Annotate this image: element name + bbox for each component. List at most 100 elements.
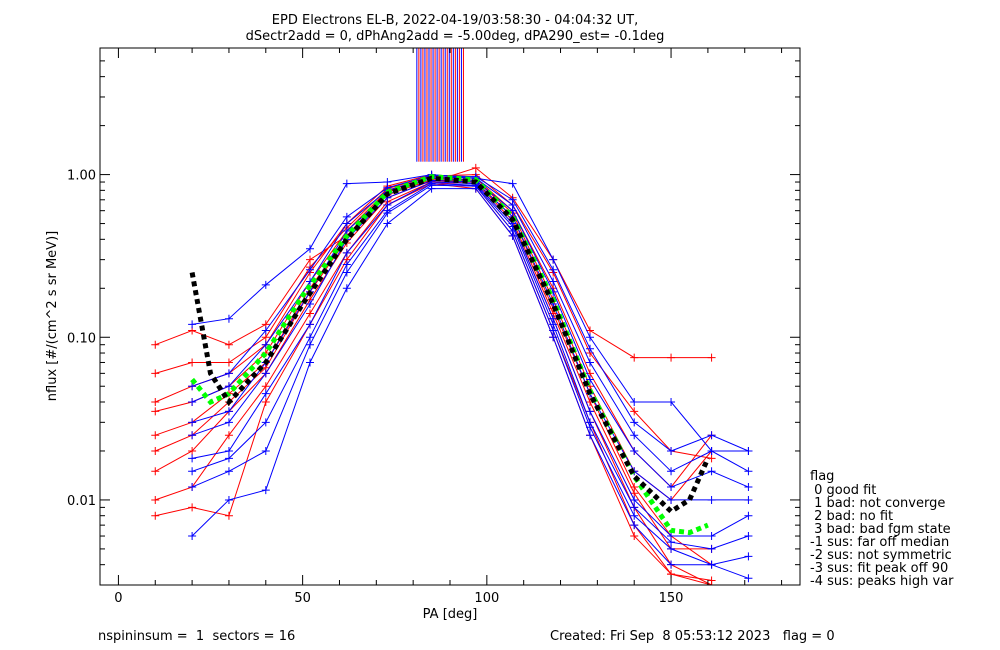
data-point xyxy=(342,268,351,277)
data-point xyxy=(261,382,270,391)
data-point xyxy=(707,495,716,504)
data-point xyxy=(630,521,639,530)
fit-curve-green xyxy=(190,174,709,536)
data-point xyxy=(224,314,233,323)
footer-created: Created: Fri Sep 8 05:53:12 2023 flag = … xyxy=(550,629,835,644)
data-point xyxy=(188,397,197,406)
data-point xyxy=(707,467,716,476)
series-line xyxy=(155,177,712,566)
data-point xyxy=(306,244,314,253)
data-point xyxy=(224,382,233,391)
flag-legend: flag 0 good fit 1 bad: not converge 2 ba… xyxy=(810,469,954,589)
x-tick-label: 150 xyxy=(659,591,684,606)
data-point xyxy=(630,503,639,512)
data-point xyxy=(667,353,676,362)
data-point xyxy=(261,446,270,455)
data-point xyxy=(630,446,639,455)
data-point xyxy=(508,179,517,188)
data-point xyxy=(224,495,233,504)
data-point xyxy=(549,333,558,342)
data-point xyxy=(151,397,160,406)
data-point xyxy=(744,552,753,561)
data-point xyxy=(151,495,160,504)
legend-title: flag xyxy=(810,469,834,484)
data-point xyxy=(306,358,314,367)
series-line xyxy=(155,167,712,359)
data-point xyxy=(188,418,197,427)
data-point xyxy=(667,495,676,504)
pa-spike-lines xyxy=(416,48,464,162)
data-point xyxy=(261,333,270,342)
legend-item: -4 sus: peaks high var xyxy=(810,574,954,589)
data-point xyxy=(508,231,517,240)
legend-item: -2 sus: not symmetric xyxy=(810,548,952,563)
x-axis-label: PA [deg] xyxy=(423,607,478,622)
data-point xyxy=(188,358,197,367)
data-point xyxy=(261,369,270,378)
y-tick-label: 1.00 xyxy=(67,169,96,184)
data-point xyxy=(707,454,716,463)
chart-title: EPD Electrons EL-B, 2022-04-19/03:58:30 … xyxy=(272,13,638,28)
data-point xyxy=(306,320,314,329)
series-line xyxy=(191,188,749,579)
data-point xyxy=(342,179,351,188)
data-point xyxy=(549,255,558,264)
data-point xyxy=(667,446,676,455)
chart-subtitle: dSectr2add = 0, dPhAng2add = -5.00deg, d… xyxy=(246,29,665,44)
data-point xyxy=(151,511,160,520)
data-point xyxy=(744,467,753,476)
data-point xyxy=(188,454,197,463)
legend-item: 1 bad: not converge xyxy=(810,496,945,511)
data-point xyxy=(427,179,436,188)
data-point xyxy=(342,212,351,221)
data-point xyxy=(744,495,753,504)
data-point xyxy=(224,358,233,367)
data-point xyxy=(383,219,392,228)
data-point xyxy=(707,544,716,553)
data-point xyxy=(224,467,233,476)
data-point xyxy=(667,544,676,553)
legend-item: -1 sus: far off median xyxy=(810,535,949,550)
data-point xyxy=(188,503,197,512)
data-point xyxy=(306,340,314,349)
data-point xyxy=(471,163,480,172)
legend-item: 2 bad: no fit xyxy=(810,509,893,524)
data-point xyxy=(188,467,197,476)
data-point xyxy=(744,446,753,455)
data-point xyxy=(306,309,314,318)
series-line xyxy=(155,183,712,585)
data-point xyxy=(224,431,233,440)
data-point xyxy=(261,397,270,406)
data-point xyxy=(630,532,639,541)
data-point xyxy=(224,511,233,520)
data-point xyxy=(188,320,197,329)
fit-curve-black xyxy=(189,175,711,515)
data-point xyxy=(261,486,270,495)
data-point xyxy=(667,483,676,492)
data-point xyxy=(508,195,517,204)
data-point xyxy=(261,418,270,427)
data-point xyxy=(151,369,160,378)
data-point xyxy=(630,431,639,440)
data-point xyxy=(630,489,639,498)
data-point xyxy=(707,532,716,541)
data-point xyxy=(188,382,197,391)
data-point xyxy=(667,397,676,406)
data-point xyxy=(744,574,753,583)
data-point xyxy=(744,532,753,541)
data-point xyxy=(586,375,594,384)
series-line xyxy=(191,174,749,452)
x-tick-label: 50 xyxy=(294,591,311,606)
data-point xyxy=(707,581,716,585)
series-line xyxy=(155,176,712,501)
data-point xyxy=(342,219,351,228)
series-line xyxy=(192,174,749,452)
data-point xyxy=(224,369,233,378)
data-point xyxy=(188,483,197,492)
legend-item: 0 good fit xyxy=(810,483,876,498)
plot-frame xyxy=(99,47,801,586)
data-point xyxy=(707,353,716,362)
data-point xyxy=(667,538,676,547)
data-point xyxy=(151,407,160,416)
data-point xyxy=(707,560,716,569)
